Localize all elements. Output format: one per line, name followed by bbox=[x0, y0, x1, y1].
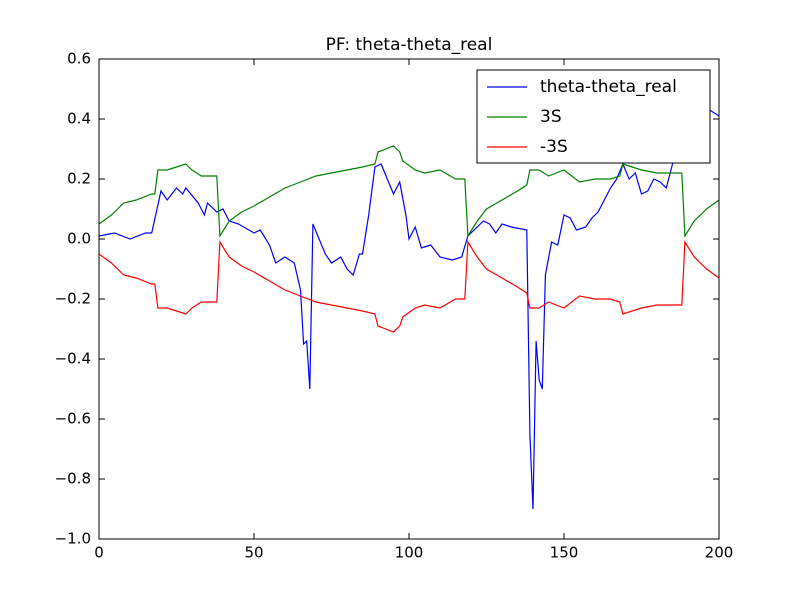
y-tick-label: 0.6 bbox=[67, 50, 91, 68]
legend-label: 3S bbox=[540, 107, 562, 127]
x-tick-label: 150 bbox=[550, 544, 579, 562]
y-tick-label: −1.0 bbox=[55, 530, 91, 548]
y-tick-label: −0.8 bbox=[55, 470, 91, 488]
data-line bbox=[99, 240, 719, 333]
chart-title: PF: theta-theta_real bbox=[326, 35, 493, 55]
y-tick-label: −0.2 bbox=[55, 290, 91, 308]
x-tick-label: 100 bbox=[395, 544, 424, 562]
legend-label: -3S bbox=[540, 137, 568, 157]
legend-label: theta-theta_real bbox=[540, 77, 677, 97]
y-tick-label: 0.0 bbox=[67, 230, 91, 248]
x-tick-label: 0 bbox=[94, 544, 104, 562]
x-tick-label: 50 bbox=[244, 544, 263, 562]
y-tick-label: 0.2 bbox=[67, 170, 91, 188]
data-line bbox=[99, 103, 719, 510]
y-tick-label: −0.4 bbox=[55, 350, 91, 368]
plot-frame bbox=[98, 58, 720, 540]
y-tick-label: −0.6 bbox=[55, 410, 91, 428]
data-line bbox=[99, 145, 719, 238]
y-tick-label: 0.4 bbox=[67, 110, 91, 128]
x-tick-label: 200 bbox=[705, 544, 734, 562]
